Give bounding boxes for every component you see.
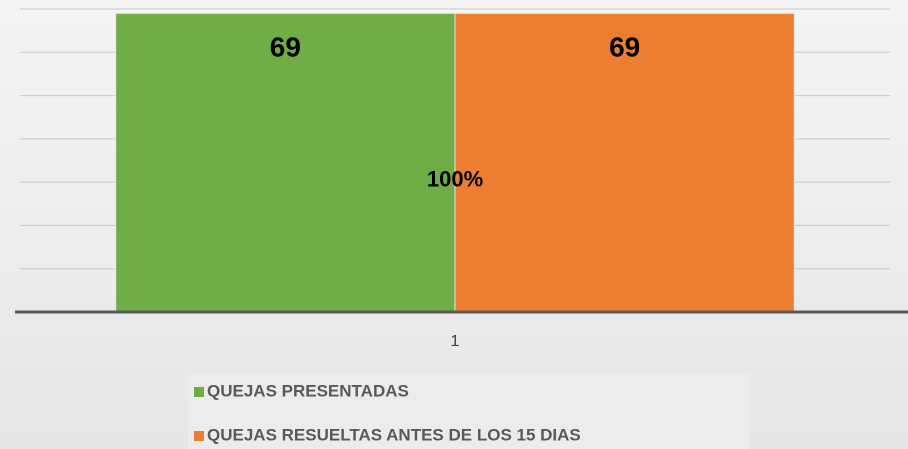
data-label: 69	[270, 32, 301, 63]
legend-marker	[194, 387, 204, 397]
x-tick-label: 1	[451, 333, 460, 350]
bar	[454, 12, 795, 313]
data-label: 69	[609, 32, 640, 63]
annotation: 100%	[427, 166, 483, 191]
legend-label: QUEJAS RESUELTAS ANTES DE LOS 15 DIAS	[207, 425, 581, 444]
legend-label: QUEJAS PRESENTADAS	[207, 381, 409, 400]
bar	[115, 12, 456, 313]
legend-marker	[194, 431, 204, 441]
legend-box	[188, 374, 750, 449]
